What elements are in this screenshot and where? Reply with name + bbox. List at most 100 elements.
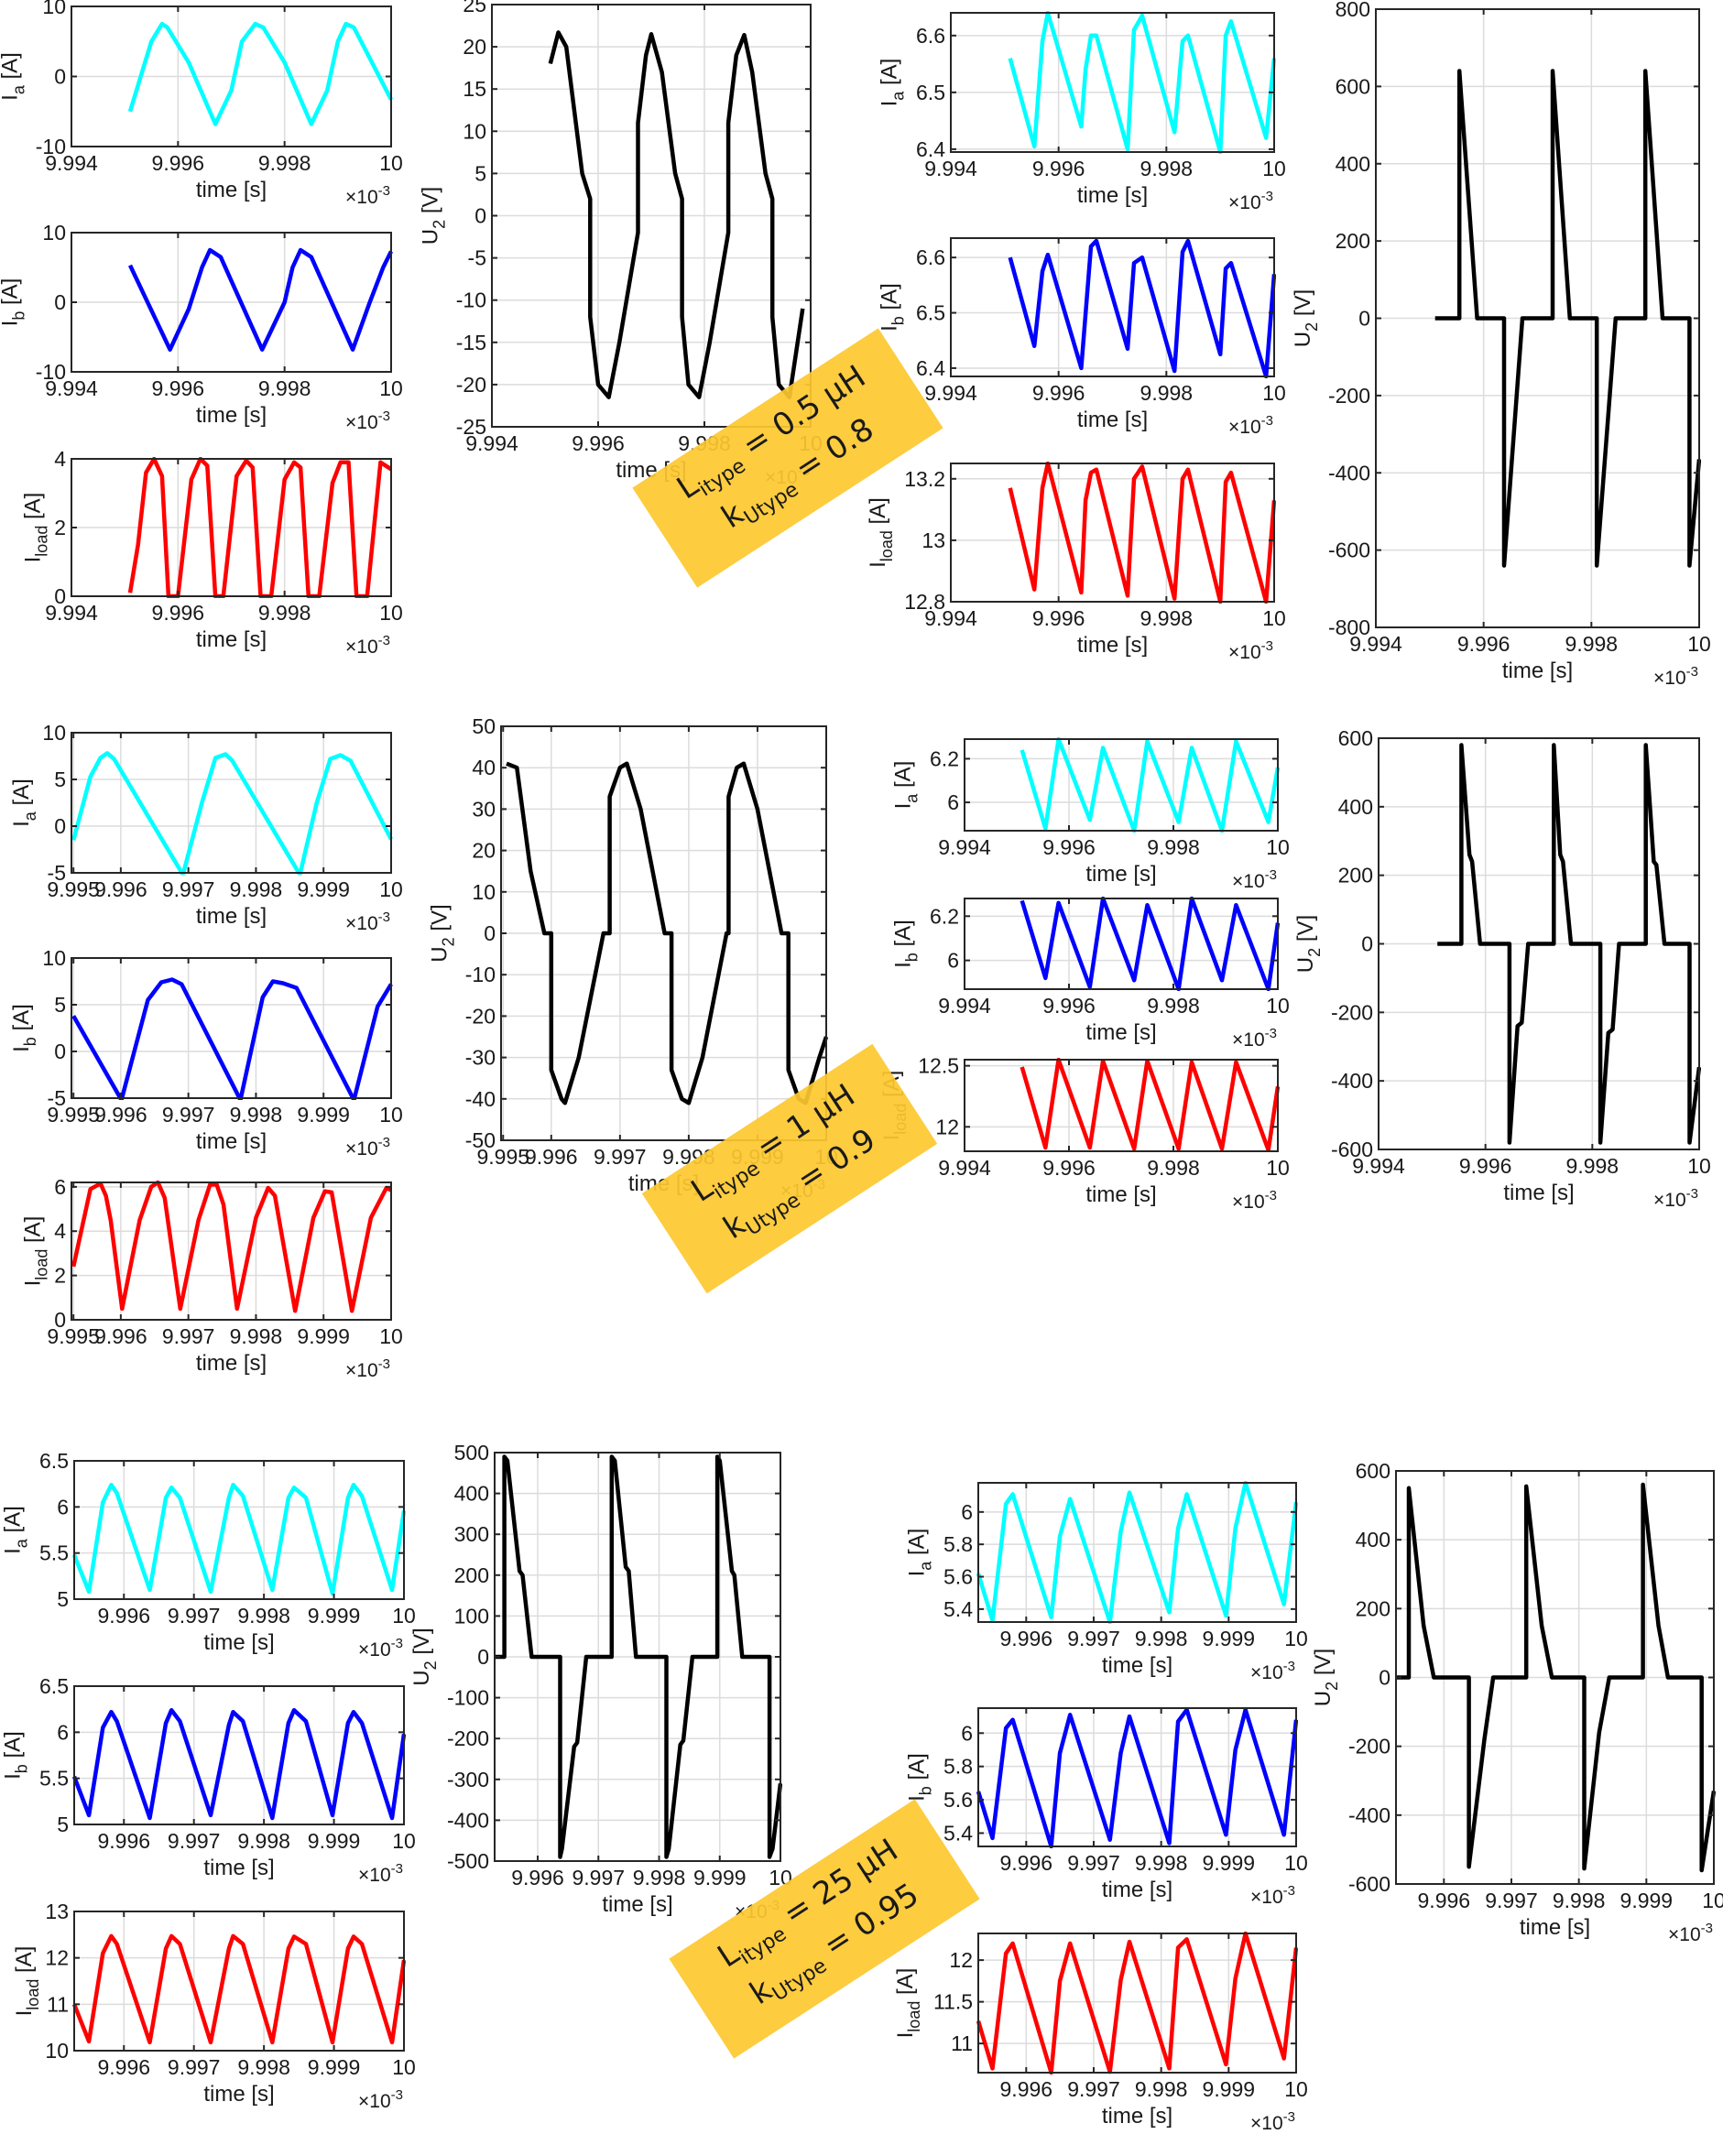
- x-axis-multiplier: ×10-3: [1653, 664, 1698, 689]
- data-series: [71, 977, 393, 1100]
- x-axis-multiplier: ×10-3: [1250, 1883, 1295, 1908]
- y-tick-label: -40: [465, 1087, 496, 1111]
- y-tick-label: 6: [947, 949, 959, 973]
- y-tick-label: 5: [57, 1587, 69, 1611]
- y-tick-label: 0: [54, 290, 66, 314]
- y-tick-label: -600: [1331, 1138, 1373, 1161]
- x-axis-label: time [s]: [196, 904, 267, 929]
- x-tick-label: 9.996: [1000, 2077, 1053, 2101]
- y-axis-label: Ib [A]: [891, 920, 921, 968]
- x-tick-label: 9.997: [162, 877, 215, 901]
- y-tick-label: 400: [1336, 152, 1370, 176]
- x-tick-label: 9.999: [297, 1324, 350, 1348]
- plot-r2-u2-right: 9.994 9.996 9.998 10 -600 -400 -200 0 200 400 600 t…: [1293, 726, 1711, 1211]
- x-tick-label: 9.994: [1349, 632, 1402, 656]
- x-tick-label: 9.998: [1140, 606, 1194, 630]
- y-tick-label: 0: [1358, 307, 1370, 331]
- y-tick-label: -20: [465, 1004, 496, 1028]
- x-axis-multiplier: ×10-3: [1250, 2109, 1295, 2134]
- y-tick-label: 0: [54, 1040, 66, 1063]
- x-tick-label: 9.996: [97, 1829, 150, 1853]
- x-tick-label: 9.994: [924, 381, 977, 405]
- x-tick-label: 9.998: [258, 151, 311, 175]
- x-tick-label: 9.994: [938, 1156, 991, 1180]
- y-tick-label: 11: [951, 2031, 973, 2055]
- x-tick-label: 9.998: [1140, 381, 1194, 405]
- x-tick-label: 9.996: [1000, 1851, 1053, 1875]
- plot-r3-iload-zoom: 9.996 9.997 9.998 9.999 10 11 11.5 12 time [s] ×1…: [893, 1932, 1308, 2134]
- x-axis-multiplier: ×10-3: [1653, 1186, 1698, 1211]
- x-tick-label: 9.997: [1485, 1889, 1538, 1912]
- x-tick-label: 9.996: [97, 2055, 150, 2079]
- plot-r3-ia: 9.996 9.997 9.998 9.999 10 5 5.5 6 6.5 time [s] ×1…: [1, 1449, 416, 1661]
- y-tick-label: 6.5: [39, 1449, 69, 1473]
- y-tick-label: 5.8: [943, 1532, 973, 1556]
- x-tick-label: 9.997: [594, 1145, 647, 1169]
- x-axis-label: time [s]: [1502, 659, 1573, 683]
- x-tick-label: 9.995: [47, 1103, 100, 1127]
- x-tick-label: 9.995: [476, 1145, 529, 1169]
- plot-r1-iload: 9.994 9.996 9.998 10 0 2 4 time [s] ×10-3 Iload […: [21, 447, 403, 658]
- y-axis-label: Iload [A]: [893, 1968, 923, 2039]
- x-tick-label: 9.994: [45, 151, 98, 175]
- y-tick-label: 13: [45, 1900, 69, 1923]
- y-tick-label: 800: [1336, 0, 1370, 21]
- axes-box: [950, 237, 1275, 377]
- y-tick-label: -200: [1348, 1735, 1390, 1759]
- y-tick-label: 10: [42, 946, 66, 970]
- x-tick-label: 9.995: [47, 1324, 100, 1348]
- x-tick-label: 9.998: [1140, 157, 1194, 180]
- y-tick-label: 5: [54, 993, 66, 1017]
- y-tick-label: 200: [1336, 229, 1370, 253]
- x-tick-label: 9.997: [1067, 1851, 1120, 1875]
- x-tick-label: 9.994: [924, 157, 977, 180]
- x-tick-label: 10: [392, 1829, 416, 1853]
- y-tick-label: -300: [447, 1768, 489, 1791]
- x-tick-label: 10: [1284, 2077, 1308, 2101]
- y-tick-label: 200: [454, 1563, 489, 1587]
- data-series: [1008, 238, 1276, 378]
- x-tick-label: 9.998: [237, 1829, 290, 1853]
- data-series: [127, 457, 393, 598]
- y-tick-label: 5.4: [943, 1597, 973, 1621]
- y-tick-label: -400: [1328, 461, 1370, 485]
- x-tick-label: 9.996: [511, 1866, 564, 1889]
- x-tick-label: 9.998: [1566, 1154, 1619, 1178]
- x-tick-label: 9.998: [1147, 1156, 1200, 1180]
- y-tick-label: 0: [474, 204, 486, 228]
- x-axis-label: time [s]: [1102, 1878, 1172, 1902]
- y-axis-label: Ia [A]: [891, 761, 921, 810]
- x-tick-label: 10: [379, 1324, 403, 1348]
- y-tick-label: -10: [465, 963, 496, 986]
- x-tick-label: 9.999: [1203, 1627, 1256, 1650]
- y-tick-label: 12.8: [904, 590, 945, 614]
- y-tick-label: -600: [1348, 1872, 1390, 1896]
- y-tick-label: 0: [1361, 932, 1373, 956]
- x-tick-label: 10: [1266, 835, 1290, 859]
- y-tick-label: -10: [36, 135, 66, 158]
- x-tick-label: 9.996: [1032, 381, 1085, 405]
- plot-r1-ia-zoom: 9.994 9.996 9.998 10 6.4 6.5 6.6 time [s] ×10-3 I…: [878, 11, 1286, 213]
- y-tick-label: -200: [447, 1726, 489, 1750]
- x-tick-label: 9.996: [152, 376, 205, 400]
- plot-r1-ib-zoom: 9.994 9.996 9.998 10 6.4 6.5 6.6 time [s] ×10-3 I…: [878, 237, 1286, 438]
- x-axis-multiplier: ×10-3: [358, 1861, 403, 1886]
- y-tick-label: 5: [57, 1813, 69, 1836]
- y-tick-label: 0: [484, 921, 496, 945]
- x-tick-label: 9.998: [1147, 994, 1200, 1018]
- x-tick-label: 10: [1284, 1851, 1308, 1875]
- x-tick-label: 9.999: [308, 1604, 361, 1628]
- data-series: [976, 1932, 1298, 2074]
- plot-r3-u2: 9.996 9.997 9.998 9.999 10-500-400-300-20010…: [409, 1441, 792, 1922]
- data-series: [1437, 743, 1701, 1145]
- x-tick-label: 10: [379, 601, 403, 625]
- x-tick-label: 9.998: [230, 1324, 283, 1348]
- x-axis-label: time [s]: [196, 627, 267, 652]
- axes-box: [71, 732, 392, 874]
- y-tick-label: 6.6: [916, 245, 945, 269]
- x-axis-label: time [s]: [196, 1129, 267, 1154]
- x-tick-label: 9.994: [1352, 1154, 1405, 1178]
- y-axis-label: Iload [A]: [21, 493, 51, 563]
- axes-box: [977, 1707, 1297, 1847]
- x-tick-label: 9.997: [572, 1866, 625, 1889]
